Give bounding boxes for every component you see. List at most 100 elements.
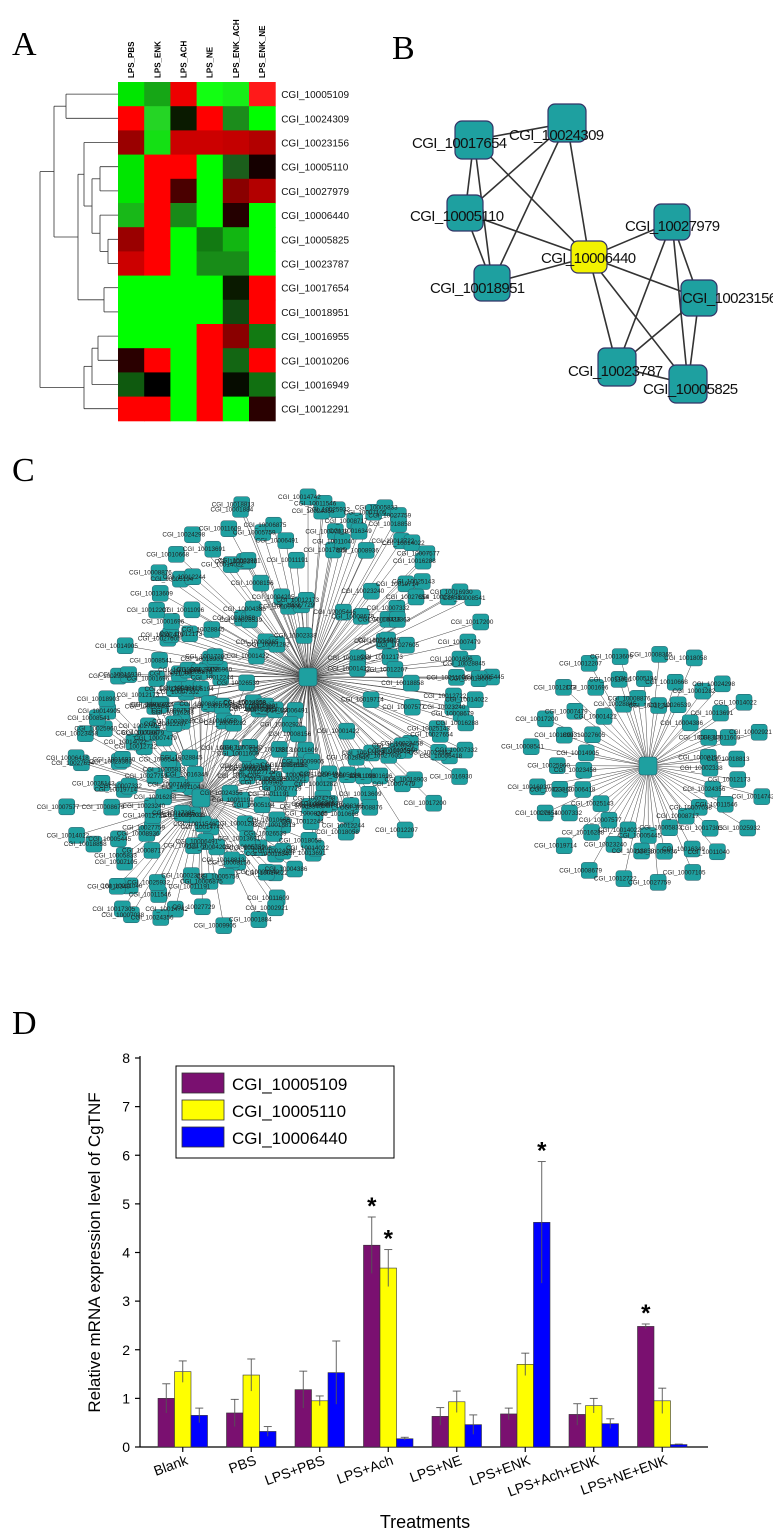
network-c-node	[379, 631, 396, 649]
network-c-node-label: CGI_10005445	[462, 674, 505, 681]
network-c-node-label: CGI_10013609	[339, 791, 382, 798]
network-c-node-label: CGI_10012173	[708, 777, 751, 784]
y-tick-label: 6	[122, 1147, 130, 1163]
network-c-node-label: CGI_10010668	[192, 703, 235, 710]
network-c-node-label: CGI_10018858	[612, 848, 655, 855]
network-c-node-label: CGI_10008679	[559, 867, 602, 874]
network-c-node-label: CGI_10012722	[594, 876, 637, 883]
network-c-node-label: CGI_10014022	[286, 845, 329, 852]
network-c-node-label: CGI_10006875	[180, 878, 223, 885]
network-c-node	[68, 827, 85, 844]
network-c-node-label: CGI_10008365	[321, 803, 364, 810]
heatmap-cell	[196, 82, 224, 107]
network-c-node	[58, 798, 75, 816]
network-c-node	[337, 805, 354, 823]
network-c-node	[650, 697, 667, 714]
network-c-node-label: CGI_10017200	[404, 800, 447, 807]
network-c-node	[686, 649, 703, 667]
network-c-edge	[637, 698, 649, 767]
network-c-node-label: CGI_10019714	[94, 787, 137, 794]
network-c-node	[221, 784, 239, 802]
heatmap-cell	[249, 324, 276, 349]
network-c-edge	[215, 656, 309, 678]
network-c-node-label: CGI_10002338	[274, 632, 317, 639]
network-c-node-label: CGI_10002921	[260, 721, 303, 728]
network-c-node-label: CGI_10012244	[163, 574, 206, 581]
network-c-hub-node	[298, 667, 318, 687]
network-c-edge	[307, 676, 403, 785]
heatmap-cell	[118, 82, 145, 107]
heatmap-cell	[170, 82, 198, 107]
network-c-node-label: CGI_10026539	[219, 617, 262, 624]
heatmap-cell	[144, 251, 171, 277]
network-c-node	[290, 725, 307, 743]
heatmap-cell	[118, 154, 145, 180]
network-c-node-label: CGI_10007577	[151, 707, 194, 714]
network-c-node-label: CGI_10007479	[438, 639, 481, 646]
network-c-node	[656, 843, 673, 860]
network-c-edge	[200, 797, 276, 874]
network-c-node-label: CGI_10002921	[264, 776, 307, 783]
heatmap-cell	[118, 251, 145, 277]
network-c-edge	[307, 583, 407, 678]
network-c-node-label: CGI_10014905	[78, 708, 121, 715]
network-c-node	[212, 669, 229, 686]
network-c-node-label: CGI_10016930	[508, 784, 551, 791]
network-c-node	[578, 744, 595, 762]
network-c-node	[98, 690, 116, 708]
network-c-node-label: CGI_10008936	[229, 706, 272, 713]
network-c-node-label: CGI_10027729	[172, 904, 215, 911]
network-c-node-label: CGI_10012722	[372, 538, 415, 545]
network-b-edge	[616, 221, 673, 368]
network-c-node-label: CGI_10016288	[393, 558, 436, 565]
network-c-edge	[307, 503, 325, 678]
significance-marker: *	[537, 1138, 547, 1165]
network-c-node-label: CGI_10017200	[185, 654, 228, 661]
network-c-node-label: CGI_10024356	[292, 508, 335, 515]
network-c-node	[335, 603, 352, 621]
heatmap-cell	[196, 106, 224, 131]
network-c-node-label: CGI_10009905	[259, 603, 302, 610]
network-c-node-label: CGI_10018058	[212, 615, 255, 622]
heatmap-cell	[144, 324, 171, 349]
network-c-node	[522, 738, 540, 755]
network-c-node-label: CGI_10007479	[372, 781, 415, 788]
network-c-node-label: CGI_10006491	[265, 707, 308, 714]
network-c-node-label: CGI_10025960	[527, 763, 570, 770]
network-c-node-label: CGI_10023458	[380, 740, 423, 747]
network-c-edge	[647, 765, 726, 805]
network-c-node	[537, 710, 554, 728]
network-c-node	[194, 898, 211, 916]
network-c-node-label: CGI_10001282	[247, 641, 290, 648]
network-c-edge	[647, 765, 713, 790]
network-c-node-label: CGI_10014742	[145, 906, 188, 913]
heatmap-cell	[249, 275, 276, 301]
network-c-node-label: CGI_10028845	[443, 660, 486, 667]
network-c-node	[466, 691, 484, 708]
heatmap-column-label: LPS_ENK_NE	[258, 25, 267, 78]
network-c-node-label: CGI_10016288	[436, 720, 479, 727]
network-c-node-label: CGI_10010668	[146, 551, 189, 558]
network-c-edge	[200, 797, 310, 841]
network-c-node	[611, 648, 629, 665]
network-c-node-label: CGI_10004386	[265, 866, 308, 873]
heatmap-cell	[222, 106, 250, 131]
heatmap-cell	[170, 227, 198, 252]
heatmap-cell	[196, 178, 224, 204]
network-c-node-label: CGI_10008936	[117, 830, 160, 837]
network-c-node-label: CGI_10008365	[179, 701, 222, 708]
heatmap-cell	[118, 348, 145, 373]
network-c-edge	[307, 541, 343, 678]
heatmap-cell	[196, 251, 224, 277]
heatmap-cell	[144, 396, 171, 422]
network-c-node	[386, 661, 404, 678]
network-c-node-label: CGI_10011546	[173, 821, 216, 828]
network-c-node	[700, 729, 717, 746]
network-c-node	[580, 655, 598, 672]
network-c-node-label: CGI_10007105	[344, 509, 387, 516]
heatmap-cell	[170, 203, 198, 228]
network-c-node	[714, 675, 731, 693]
network-c-node-label: CGI_10018858	[64, 841, 107, 848]
network-c-node	[191, 663, 208, 681]
network-c-edge	[156, 610, 309, 678]
